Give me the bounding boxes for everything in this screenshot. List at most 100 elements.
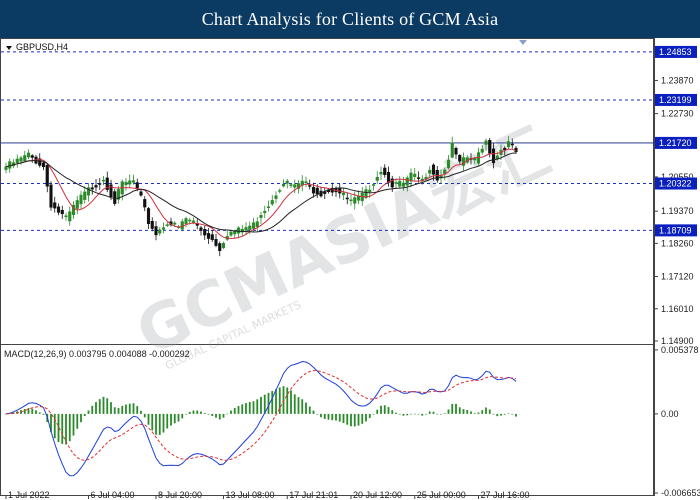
- macd-tick-label: 0.00: [661, 409, 679, 419]
- macd-histogram-bar: [500, 413, 502, 416]
- macd-histogram-bar: [410, 413, 412, 415]
- price-tick-label: 1.18260: [661, 238, 694, 248]
- candle-body: [68, 211, 72, 222]
- level-label-box: [655, 136, 697, 149]
- time-tick-label: 1 Jul 2022: [8, 490, 50, 500]
- macd-histogram-bar: [473, 413, 476, 414]
- price-tick-label: 1.14900: [661, 336, 694, 346]
- macd-histogram-bar: [507, 413, 510, 415]
- candle-body: [491, 148, 496, 164]
- candle-body: [394, 182, 398, 184]
- candle-body: [364, 189, 368, 198]
- level-label-text: 1.24853: [659, 47, 692, 57]
- candle-body: [221, 242, 226, 249]
- macd-tick-label: 0.005378: [661, 345, 699, 355]
- macd-histogram-bar: [470, 411, 472, 414]
- macd-histogram-bar: [132, 403, 135, 414]
- candle-body: [255, 221, 259, 227]
- macd-histogram-bar: [136, 406, 139, 414]
- candle-body: [45, 164, 49, 187]
- moving-average-line: [5, 152, 517, 233]
- candle-body: [341, 192, 346, 196]
- macd-histogram-bar: [162, 413, 165, 433]
- candle-body: [56, 206, 61, 213]
- macd-histogram-bar: [170, 413, 172, 426]
- moving-average-line: [5, 148, 517, 240]
- macd-histogram-bar: [57, 413, 60, 443]
- macd-histogram-bar: [485, 407, 487, 414]
- candle-body: [251, 222, 256, 229]
- symbol-label[interactable]: GBPUSD,H4: [16, 42, 68, 52]
- candle-body: [461, 157, 466, 166]
- macd-histogram-bar: [331, 413, 334, 421]
- symbol-dropdown-icon[interactable]: [6, 46, 12, 50]
- macd-histogram-bar: [488, 409, 491, 414]
- time-tick-label: 20 Jul 12:00: [353, 490, 402, 500]
- macd-histogram-bar: [282, 386, 285, 414]
- candle-body: [64, 215, 68, 218]
- level-label-text: 1.20322: [659, 179, 692, 189]
- candle-body: [503, 148, 507, 151]
- macd-histogram-bar: [215, 413, 217, 418]
- price-tick-label: 1.20550: [661, 172, 694, 182]
- macd-histogram-bar: [31, 408, 34, 414]
- macd-histogram-bar: [346, 413, 349, 425]
- gbpusd-chart[interactable]: GCMASIA宏汇 GLOBAL CAPITAL MARKETS GBPUSD,…: [0, 38, 700, 500]
- macd-histogram-bar: [458, 407, 461, 414]
- candle-body: [116, 189, 121, 200]
- macd-histogram-bar: [72, 413, 75, 436]
- macd-histogram-bar: [361, 413, 364, 424]
- macd-histogram-bar: [436, 413, 439, 415]
- macd-histogram-bar: [222, 413, 225, 418]
- candle-body: [105, 177, 109, 190]
- macd-histogram-bar: [511, 413, 514, 415]
- macd-histogram-bar: [113, 407, 116, 414]
- candle-body: [401, 182, 406, 187]
- macd-tick-label: -0.006653: [661, 488, 700, 498]
- level-label-box: [655, 224, 697, 237]
- chart-shift-icon[interactable]: [519, 40, 527, 45]
- candle-body: [304, 181, 308, 183]
- macd-histogram-bar: [196, 410, 199, 414]
- candle-body: [390, 178, 394, 188]
- macd-histogram-bar: [256, 399, 259, 414]
- time-tick-label: 25 Jul 00:00: [417, 490, 466, 500]
- candle-body: [510, 143, 514, 146]
- candle-body: [30, 155, 34, 158]
- macd-histogram-bar: [275, 389, 277, 414]
- macd-axis-ticks: 0.005378 0.00 -0.006653: [654, 345, 700, 498]
- macd-histogram-bar: [95, 402, 97, 414]
- macd-histogram-bar: [248, 402, 251, 414]
- candle-body: [79, 194, 83, 205]
- macd-lines: [5, 360, 517, 477]
- level-label-text: 1.21720: [659, 138, 692, 148]
- candle-body: [398, 180, 402, 187]
- candle-body: [428, 169, 432, 174]
- candle-body: [49, 184, 53, 208]
- candle-body: [506, 141, 511, 148]
- macd-histogram-bar: [53, 413, 56, 439]
- price-tick-label: 1.17120: [661, 272, 694, 282]
- macd-histogram-bar: [151, 413, 154, 431]
- candle-body: [229, 231, 233, 236]
- moving-averages: [5, 148, 517, 240]
- candle-body: [53, 202, 57, 209]
- macd-histogram-bar: [200, 411, 202, 414]
- macd-histogram-bar: [121, 405, 124, 414]
- macd-histogram-bar: [27, 408, 30, 414]
- macd-histogram-bar: [68, 413, 71, 442]
- candle-body: [139, 191, 143, 196]
- macd-histogram-bar: [117, 408, 120, 414]
- candle-body: [83, 191, 87, 200]
- macd-histogram: [5, 386, 517, 445]
- candlestick-series: [4, 136, 518, 257]
- macd-histogram-bar: [237, 406, 240, 414]
- candle-body: [240, 228, 244, 233]
- candle-body: [41, 162, 46, 168]
- macd-histogram-bar: [23, 409, 26, 414]
- macd-histogram-bar: [177, 413, 180, 422]
- candle-body: [161, 227, 166, 230]
- macd-signal-line: [5, 370, 517, 461]
- macd-histogram-bar: [335, 413, 337, 421]
- candle-body: [143, 199, 147, 208]
